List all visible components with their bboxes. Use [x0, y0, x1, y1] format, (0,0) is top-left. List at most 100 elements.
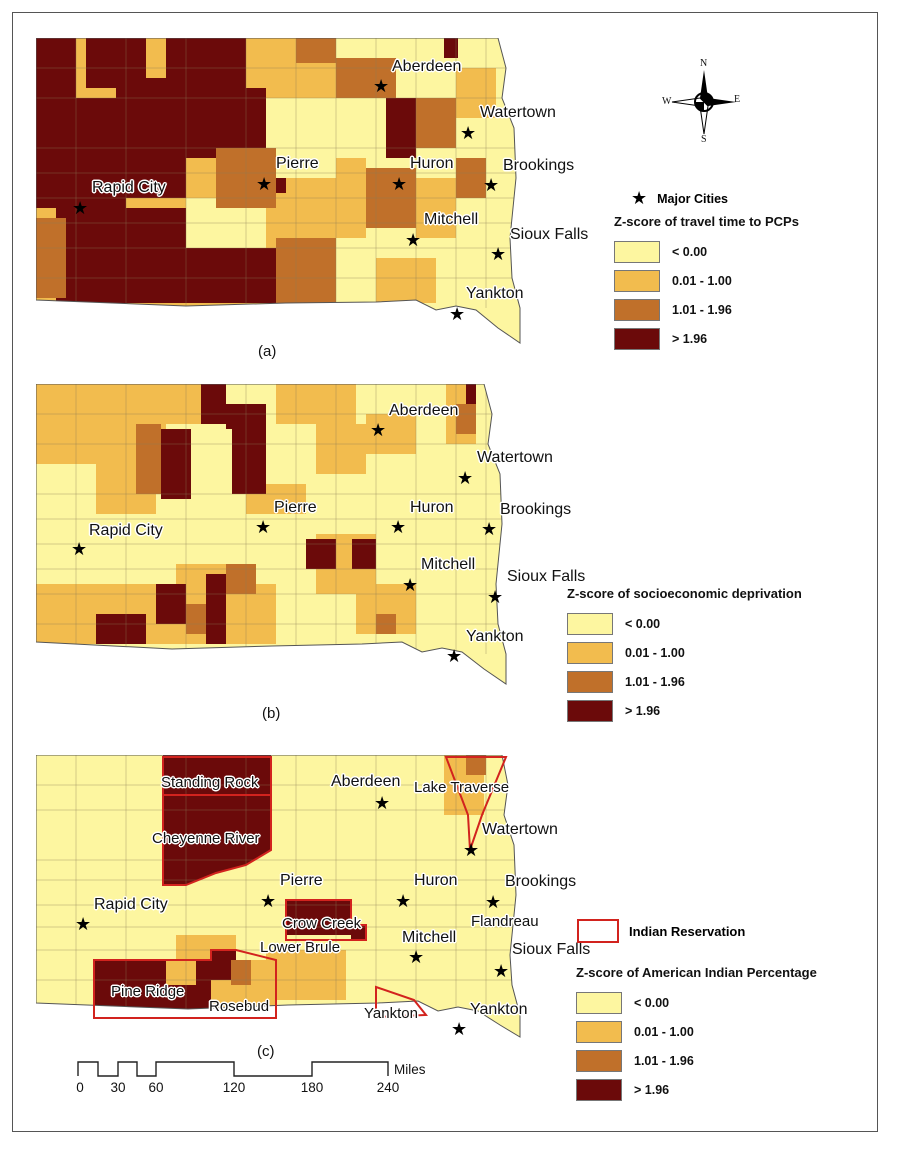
legend-label: 1.01 - 1.96: [672, 302, 732, 317]
map-panel-c: [36, 755, 526, 1045]
legend-title-a: Z-score of travel time to PCPs: [614, 214, 799, 229]
star-icon: ★: [75, 914, 92, 934]
city-label-rapid-city: Rapid City: [92, 179, 166, 196]
reservation-swatch: [577, 919, 619, 943]
star-icon: ★: [260, 891, 277, 911]
legend-row: 0.01 - 1.00: [576, 1017, 817, 1046]
star-icon: ★: [631, 188, 648, 208]
star-icon: ★: [405, 230, 422, 250]
legend-swatch: [614, 269, 660, 292]
star-icon: ★: [485, 892, 502, 912]
legend-swatch: [567, 670, 613, 693]
scale-unit: Miles: [394, 1062, 426, 1077]
star-icon: ★: [72, 198, 89, 218]
star-icon: ★: [490, 244, 507, 264]
legend-major-cities: ★ Major Cities: [631, 188, 728, 209]
star-icon: ★: [390, 517, 407, 537]
city-label-yankton: Yankton: [466, 285, 524, 302]
star-icon: ★: [395, 891, 412, 911]
legend-label: > 1.96: [672, 331, 708, 346]
legend-row: 0.01 - 1.00: [614, 266, 799, 295]
star-icon: ★: [370, 420, 387, 440]
legend-title-c: Z-score of American Indian Percentage: [576, 965, 817, 980]
legend-major-cities-label: Major Cities: [657, 191, 728, 206]
scale-tick: 240: [376, 1080, 400, 1095]
map-a-svg: [36, 38, 521, 344]
city-label-mitchell: Mitchell: [402, 929, 457, 946]
legend-swatch: [614, 240, 660, 263]
city-label-pierre: Pierre: [274, 499, 317, 516]
city-label-sioux-falls: Sioux Falls: [510, 226, 589, 243]
city-label-mitchell: Mitchell: [421, 556, 476, 573]
star-icon: ★: [402, 575, 419, 595]
city-label-sioux-falls: Sioux Falls: [507, 568, 586, 585]
legend-label: < 0.00: [672, 244, 708, 259]
legend-swatch: [614, 327, 660, 350]
reservation-label-crow-creek: Crow Creek: [282, 915, 362, 932]
city-label-watertown: Watertown: [477, 449, 553, 466]
legend-row: > 1.96: [614, 324, 799, 353]
star-icon: ★: [446, 646, 463, 666]
star-icon: ★: [373, 76, 390, 96]
map-b-svg: [36, 384, 507, 685]
legend-swatch: [567, 699, 613, 722]
star-icon: ★: [481, 519, 498, 539]
legend-label: 0.01 - 1.00: [672, 273, 732, 288]
reservation-label-lower-brule: Lower Brule: [260, 939, 341, 956]
legend-label: < 0.00: [634, 995, 670, 1010]
legend-swatch: [576, 1020, 622, 1043]
star-icon: ★: [449, 304, 466, 324]
compass-n: N: [700, 58, 708, 69]
star-icon: ★: [487, 587, 504, 607]
legend-row: < 0.00: [614, 237, 799, 266]
legend-row: > 1.96: [576, 1075, 817, 1104]
legend-label: 1.01 - 1.96: [634, 1053, 694, 1068]
legend-row: < 0.00: [576, 988, 817, 1017]
north-arrow-icon: N S W E: [662, 58, 744, 145]
city-label-watertown: Watertown: [482, 821, 558, 838]
reservation-label-cheyenne-river: Cheyenne River: [152, 830, 260, 847]
scale-tick: 30: [110, 1080, 126, 1095]
scale-tick: 180: [300, 1080, 324, 1095]
legend-title-b: Z-score of socioeconomic deprivation: [567, 586, 802, 601]
star-icon: ★: [460, 123, 477, 143]
city-label-aberdeen: Aberdeen: [389, 402, 459, 419]
city-label-rapid-city: Rapid City: [94, 896, 168, 913]
legend-b: Z-score of socioeconomic deprivation < 0…: [567, 586, 802, 725]
star-icon: ★: [463, 840, 480, 860]
legend-label: 1.01 - 1.96: [625, 674, 685, 689]
scale-tick: 60: [148, 1080, 164, 1095]
reservation-label-yankton: Yankton: [364, 1005, 418, 1022]
star-icon: ★: [483, 175, 500, 195]
legend-label: 0.01 - 1.00: [634, 1024, 694, 1039]
city-label-pierre: Pierre: [276, 155, 319, 172]
reservation-label-standing-rock: Standing Rock: [161, 774, 259, 791]
city-label-huron: Huron: [410, 155, 454, 172]
panel-label-a: (a): [258, 343, 277, 360]
scale-tick: 0: [76, 1080, 84, 1095]
map-panel-a: [36, 38, 526, 348]
city-label-huron: Huron: [410, 499, 454, 516]
star-icon: ★: [256, 174, 273, 194]
city-label-yankton: Yankton: [470, 1001, 528, 1018]
city-label-pierre: Pierre: [280, 872, 323, 889]
city-label-watertown: Watertown: [480, 104, 556, 121]
legend-row: 1.01 - 1.96: [614, 295, 799, 324]
reservation-label-pine-ridge: Pine Ridge: [111, 983, 185, 1000]
city-label-brookings: Brookings: [503, 157, 575, 174]
legend-label: 0.01 - 1.00: [625, 645, 685, 660]
legend-indian-reservation-label: Indian Reservation: [629, 923, 746, 939]
legend-label: < 0.00: [625, 616, 661, 631]
legend-a: Z-score of travel time to PCPs < 0.00 0.…: [614, 214, 799, 353]
star-icon: ★: [408, 947, 425, 967]
scale-tick: 120: [222, 1080, 246, 1095]
legend-row: > 1.96: [567, 696, 802, 725]
star-icon: ★: [255, 517, 272, 537]
star-icon: ★: [391, 174, 408, 194]
legend-swatch: [576, 991, 622, 1014]
legend-swatch: [576, 1078, 622, 1101]
legend-row: 1.01 - 1.96: [576, 1046, 817, 1075]
legend-swatch: [614, 298, 660, 321]
city-label-brookings: Brookings: [505, 873, 577, 890]
legend-row: 0.01 - 1.00: [567, 638, 802, 667]
